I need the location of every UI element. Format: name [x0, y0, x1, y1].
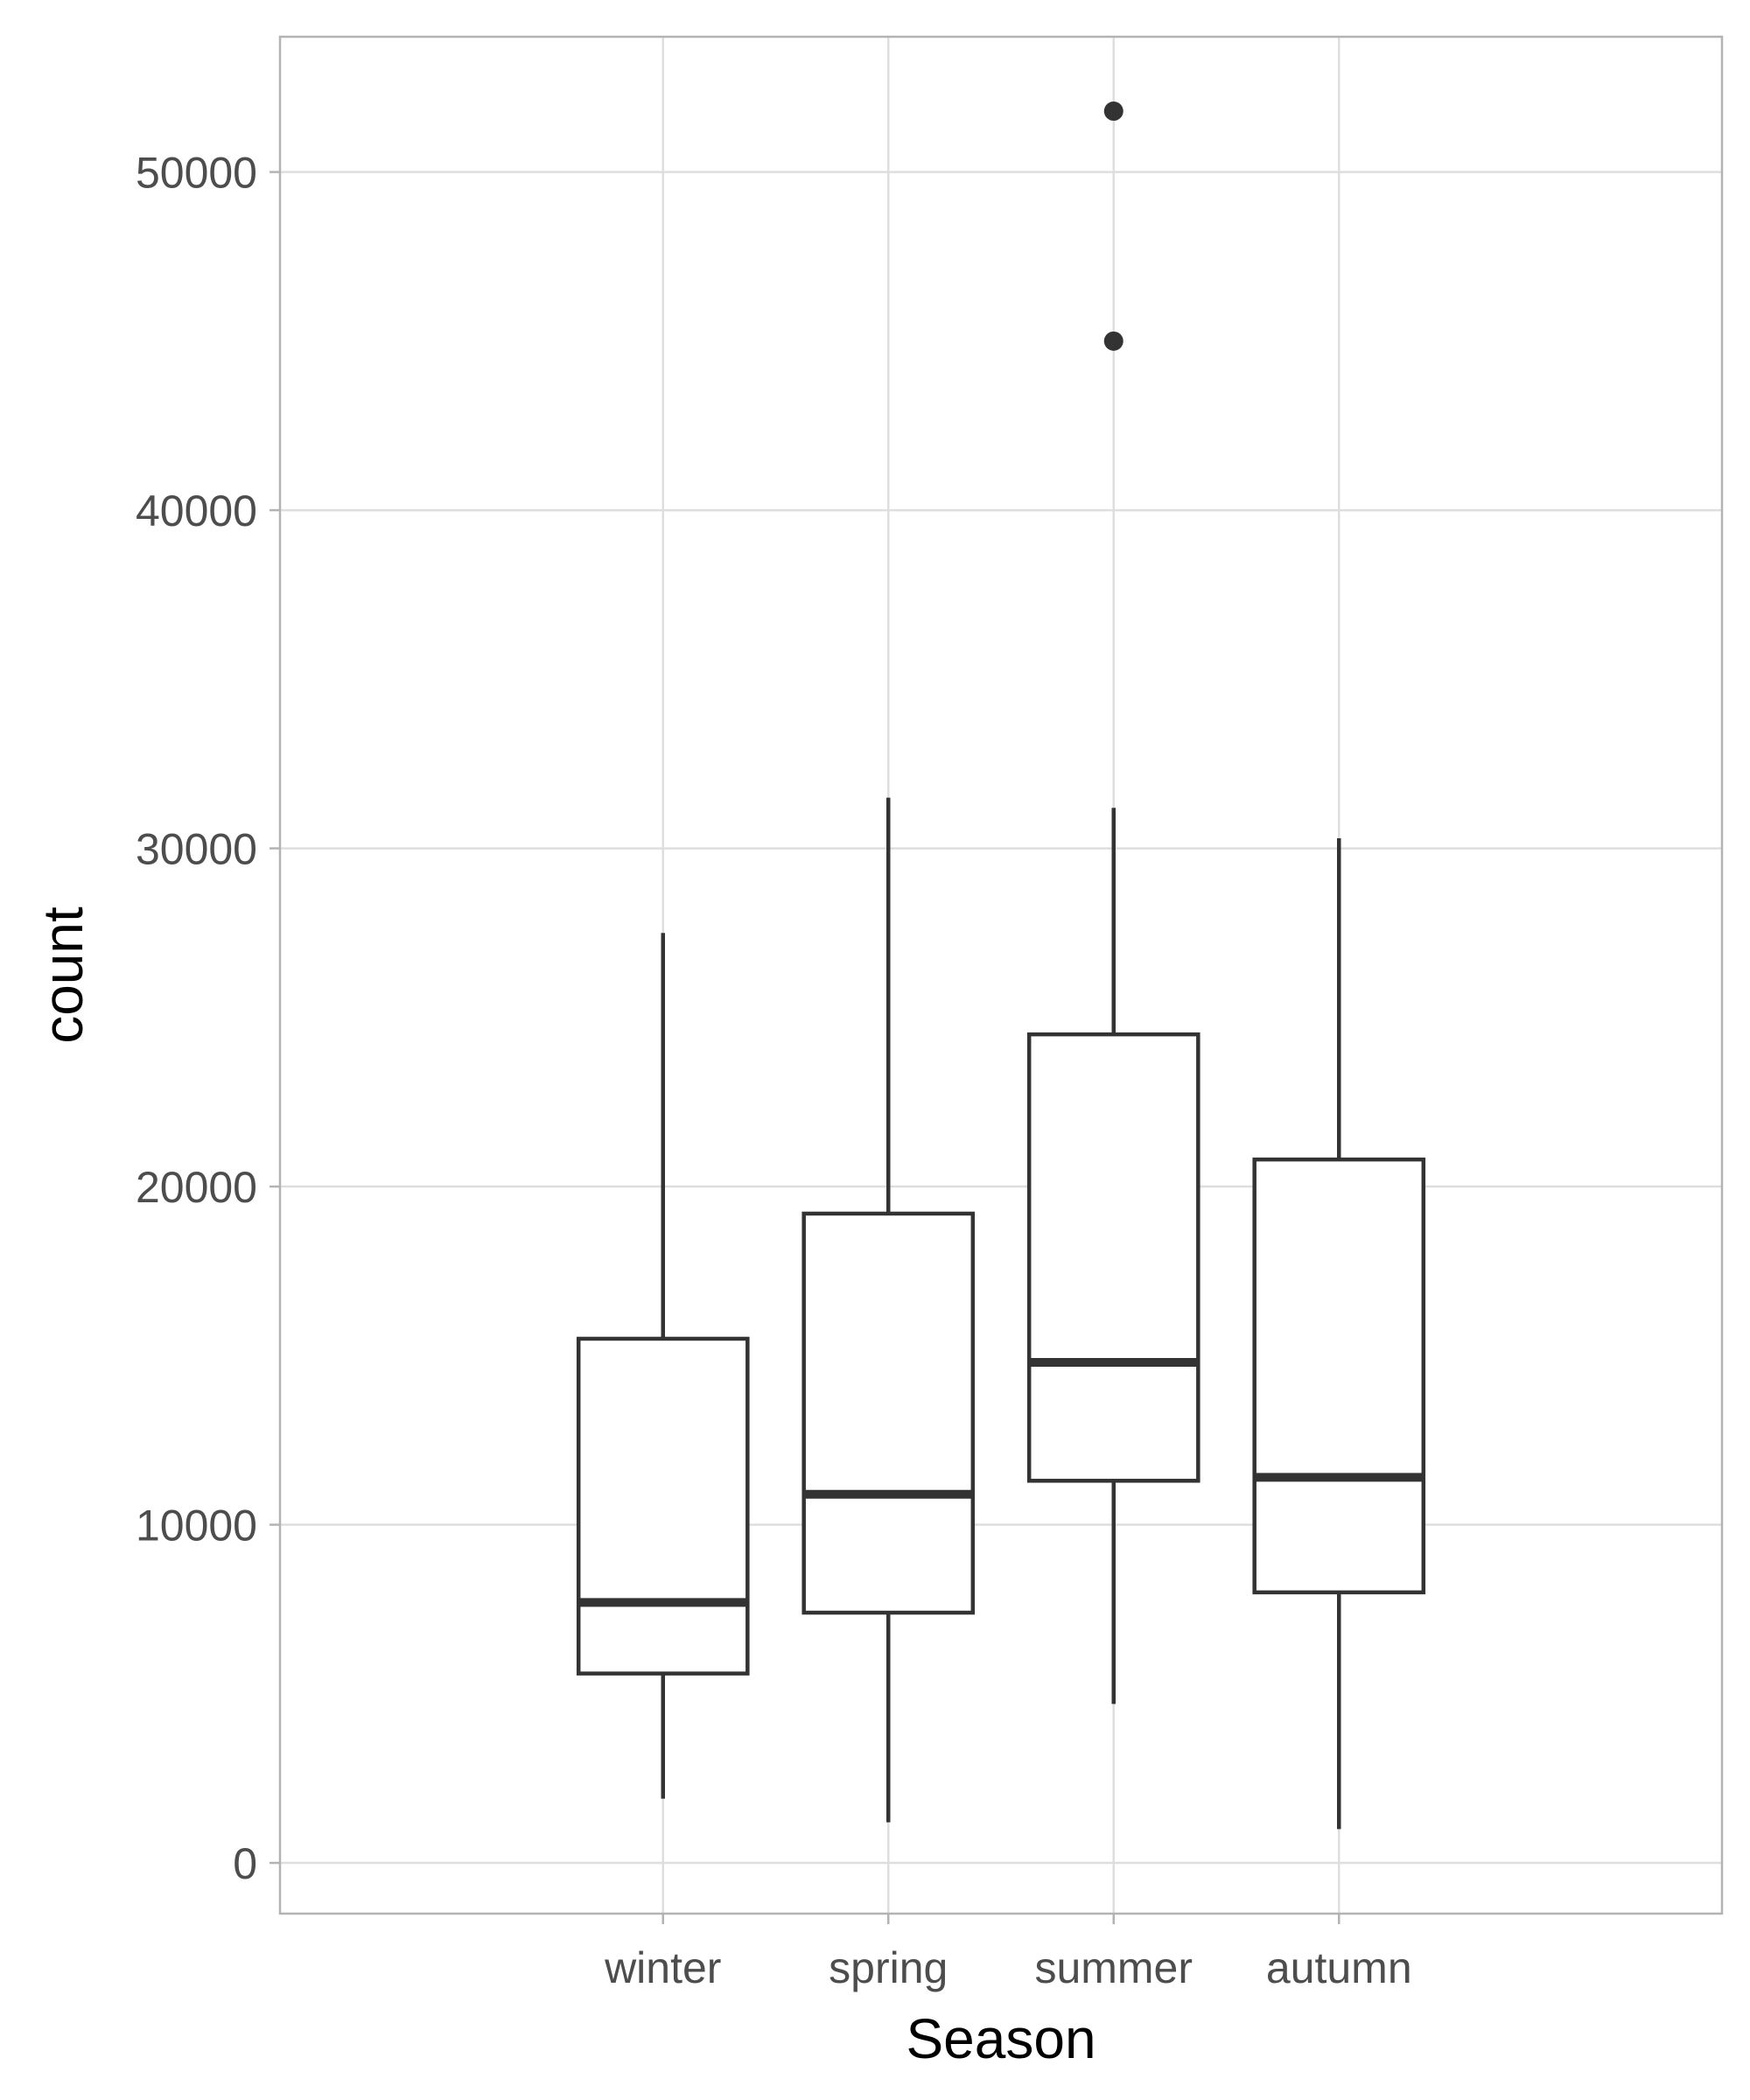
y-tick-label: 10000 [136, 1502, 257, 1550]
x-tick-label: autumn [1266, 1943, 1412, 1992]
box-winter [576, 933, 750, 1799]
box-spring [802, 797, 976, 1823]
outlier-point [1103, 331, 1124, 351]
x-axis-title: Season [906, 2007, 1096, 2070]
iqr-box [1026, 1032, 1200, 1483]
y-tick-label: 50000 [136, 149, 257, 198]
y-tick-label: 0 [233, 1839, 257, 1888]
panel-border [278, 35, 1724, 1915]
grid-lines [280, 37, 1722, 1914]
y-tick-label: 30000 [136, 825, 257, 874]
y-tick-label: 20000 [136, 1163, 257, 1212]
axes: 0 10000 20000 30000 40000 50000 winter spring su… [136, 149, 1412, 1992]
x-tick-label: summer [1034, 1943, 1193, 1992]
outlier-point [1103, 102, 1124, 122]
x-tick-label: winter [604, 1943, 721, 1992]
iqr-box [802, 1211, 976, 1615]
iqr-box [1252, 1157, 1426, 1595]
box-autumn [1252, 837, 1426, 1830]
x-tick-label: spring [829, 1943, 948, 1992]
y-tick-label: 40000 [136, 486, 257, 536]
y-axis-title: count [32, 906, 94, 1044]
iqr-box [576, 1336, 750, 1676]
box-summer [1026, 102, 1200, 1704]
boxplot-series [576, 102, 1426, 1830]
